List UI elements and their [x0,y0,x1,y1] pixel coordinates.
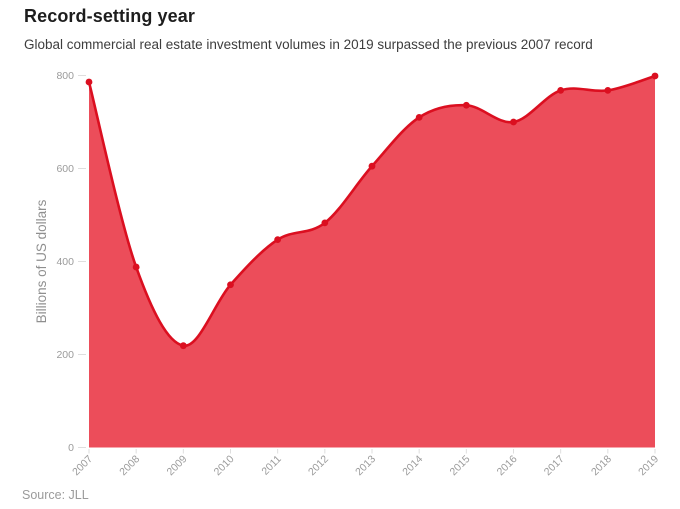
data-point-dot [274,236,282,244]
x-tick-label: 2016 [495,453,520,478]
x-tick-label: 2014 [400,453,425,478]
x-tick-label: 2018 [589,453,614,478]
data-point-dot [227,281,234,289]
data-point-dot [85,78,93,86]
data-point-dot [510,118,517,126]
trend-line [87,74,657,347]
area-fill [89,75,655,448]
x-tick-label: 2013 [353,453,378,478]
data-point-dot [651,72,659,80]
x-tick-label: 2007 [70,453,95,478]
x-tick-label: 2019 [636,453,661,478]
y-axis-title: Billions of US dollars [34,199,49,323]
source-credit: Source: JLL [22,488,89,502]
data-point-dot [321,219,329,227]
y-tick-label: 800 [56,70,74,82]
page-title: Record-setting year [24,6,195,26]
x-tick-label: 2012 [306,453,331,478]
data-point-dot [132,263,140,271]
y-tick-label: 200 [56,349,74,361]
x-tick-label: 2010 [212,453,237,478]
data-point-dot [179,342,187,350]
x-tick-label: 2009 [164,453,189,478]
y-tick-label: 400 [56,256,74,268]
y-tick-label: 0 [68,442,74,454]
data-point-dot [604,86,612,94]
data-point-dot [462,101,470,109]
y-tick-label: 600 [56,163,74,175]
x-tick-label: 2011 [259,453,284,478]
x-tick-label: 2015 [447,453,472,478]
x-tick-label: 2017 [542,453,567,478]
data-point-dot [557,86,565,94]
chart-subtitle: Global commercial real estate investment… [24,37,593,52]
x-tick-label: 2008 [117,453,142,478]
data-point-dot [368,162,376,170]
data-point-dot [415,113,423,121]
